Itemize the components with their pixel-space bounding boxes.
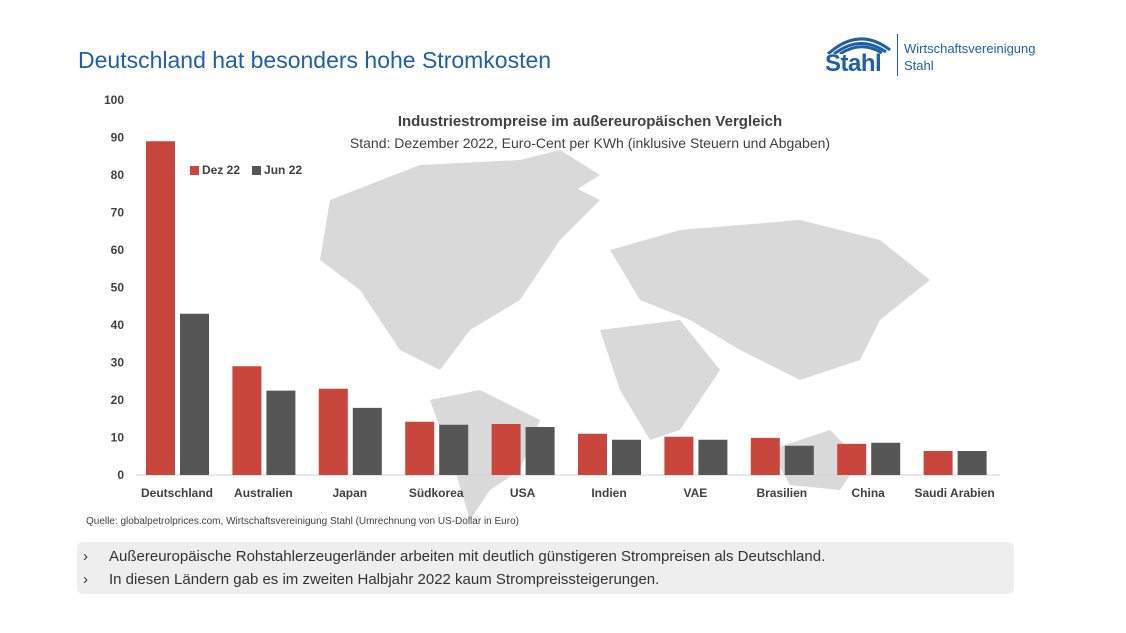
logo-word: Stahl <box>825 50 882 77</box>
y-tick-label: 100 <box>104 93 124 107</box>
bar-dez22 <box>578 433 607 475</box>
bar-dez22 <box>405 421 435 475</box>
x-tick-label: USA <box>510 486 536 500</box>
x-tick-label: Saudi Arabien <box>914 486 994 500</box>
logo-divider <box>897 34 898 76</box>
bar-dez22 <box>232 366 262 475</box>
bar-dez22 <box>318 388 348 475</box>
y-tick-label: 0 <box>117 468 124 482</box>
bar-jun22 <box>698 439 728 475</box>
y-tick-label: 40 <box>111 318 125 332</box>
x-tick-label: Japan <box>332 486 367 500</box>
bar-dez22 <box>837 443 867 475</box>
x-tick-label: Indien <box>591 486 626 500</box>
bar-dez22 <box>923 451 953 475</box>
bar-jun22 <box>612 439 641 475</box>
bar-jun22 <box>957 451 987 475</box>
y-tick-label: 30 <box>111 356 125 370</box>
bar-dez22 <box>146 141 175 475</box>
x-tick-label: Australien <box>234 486 293 500</box>
bar-dez22 <box>750 437 780 475</box>
bar-dez22 <box>664 436 694 475</box>
chart-title: Industriestrompreise im außereuropäische… <box>397 113 783 130</box>
bullet-item: › In diesen Ländern gab es im zweiten Hal… <box>83 571 660 588</box>
legend-item-jun22: Jun 22 <box>252 163 302 177</box>
x-tick-label: Deutschland <box>141 486 213 500</box>
y-tick-label: 50 <box>111 281 125 295</box>
bar-dez22 <box>491 424 521 475</box>
x-tick-label: VAE <box>684 486 708 500</box>
y-tick-label: 60 <box>111 243 125 257</box>
bar-jun22 <box>266 390 296 475</box>
bullet-item: › Außereuropäische Rohstahlerzeugerländer… <box>83 548 826 565</box>
x-tick-label: Brasilien <box>756 486 807 500</box>
x-tick-label: Südkorea <box>409 486 464 500</box>
source-note: Quelle: globalpetrolprices.com, Wirtscha… <box>86 516 519 527</box>
bar-jun22 <box>525 427 555 475</box>
bar-jun22 <box>180 313 209 475</box>
bar-jun22 <box>439 424 469 475</box>
y-tick-label: 90 <box>111 131 125 145</box>
legend: Dez 22 Jun 22 <box>190 163 302 177</box>
bar-jun22 <box>352 407 382 475</box>
legend-item-dez22: Dez 22 <box>190 163 240 177</box>
bar-chart: 0 10 20 30 40 50 60 70 80 90 100 Deutschland Austral… <box>104 93 1000 520</box>
world-map <box>320 150 930 520</box>
bar-jun22 <box>871 442 901 475</box>
logo: Stahl Wirtschaftsvereinigung Stahl <box>822 32 1036 80</box>
x-tick-label: China <box>852 486 886 500</box>
summary-box: › Außereuropäische Rohstahlerzeugerländer… <box>77 542 1014 594</box>
page-title: Deutschland hat besonders hohe Stromkost… <box>78 47 552 73</box>
logo-text: Wirtschaftsvereinigung Stahl <box>904 41 1036 73</box>
bar-jun22 <box>784 445 814 475</box>
y-tick-label: 80 <box>111 168 125 182</box>
chart-subtitle: Stand: Dezember 2022, Euro-Cent per KWh … <box>349 135 831 151</box>
y-tick-label: 10 <box>111 431 125 445</box>
y-tick-label: 70 <box>111 206 125 220</box>
y-tick-label: 20 <box>111 393 125 407</box>
bridge-arc-icon <box>826 37 891 54</box>
